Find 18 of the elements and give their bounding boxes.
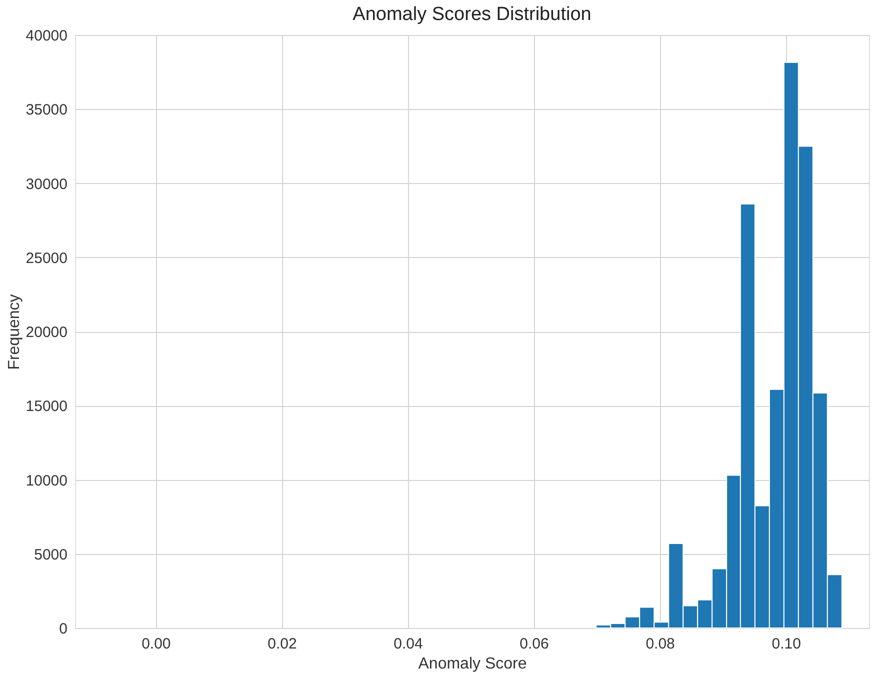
x-tick-label: 0.08	[646, 636, 675, 652]
y-tick-label: 20000	[26, 324, 68, 341]
x-tick-label: 0.02	[268, 636, 297, 652]
y-tick-label: 25000	[26, 250, 68, 267]
y-tick-label: 30000	[26, 176, 68, 193]
chart-title: Anomaly Scores Distribution	[352, 4, 592, 25]
y-tick-label: 35000	[26, 102, 68, 119]
y-tick-label: 5000	[34, 546, 68, 564]
x-tick-label: 0.10	[772, 636, 801, 652]
y-tick-label: 15000	[26, 398, 68, 416]
x-tick-label: 0.00	[142, 636, 171, 652]
y-axis-title: Frequency	[6, 294, 23, 370]
y-tick-label: 0	[59, 620, 68, 638]
x-tick-label: 0.06	[520, 636, 549, 652]
x-axis-title: Anomaly Score	[418, 656, 527, 672]
y-tick-label: 10000	[26, 472, 68, 490]
y-tick-label: 40000	[26, 28, 68, 44]
x-tick-label: 0.04	[394, 636, 423, 652]
